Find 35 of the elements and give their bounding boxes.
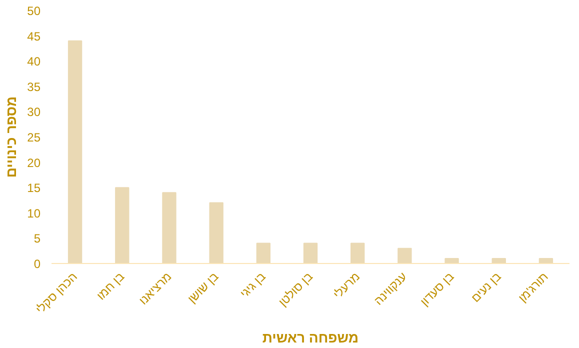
- x-tick-label: מרציאנו: [136, 270, 174, 308]
- y-tick-label: 10: [27, 206, 41, 220]
- x-tick-label: בן חמו: [94, 270, 128, 303]
- bar: [68, 40, 82, 264]
- x-tick-label: מרעלי: [330, 270, 363, 302]
- bar: [444, 258, 459, 264]
- y-tick-label: 30: [27, 105, 41, 120]
- y-tick-label: 15: [27, 181, 41, 196]
- bar: [209, 202, 224, 264]
- bar: [115, 187, 130, 264]
- x-tick-label: בן נעים: [468, 270, 504, 305]
- y-tick-label: 5: [34, 232, 41, 246]
- bar: [162, 192, 176, 264]
- y-tick-label: 50: [27, 4, 41, 18]
- y-tick-label: 40: [27, 54, 41, 69]
- x-tick-label: תורג'מן: [516, 270, 551, 305]
- bar: [492, 258, 506, 264]
- y-tick-label: 25: [27, 130, 41, 144]
- bar: [398, 248, 412, 264]
- y-tick-label: 35: [27, 80, 41, 94]
- y-axis-title: מספר כינויים: [3, 96, 20, 178]
- x-tick-label: בן גיגי: [237, 270, 268, 300]
- y-tick-label: 20: [27, 156, 41, 170]
- bar: [256, 242, 270, 264]
- y-tick-label: 0: [34, 257, 41, 271]
- bar: [303, 242, 318, 264]
- x-tick-label: בן שושן: [184, 270, 222, 306]
- bar: [350, 242, 365, 264]
- x-tick-label: ענקווינה: [371, 270, 410, 308]
- bar: [538, 258, 554, 264]
- x-tick-label: בן סעדון: [418, 270, 457, 309]
- x-tick-label: הכהן סקלי: [33, 270, 80, 316]
- x-tick-label: בן סולטן: [276, 270, 316, 310]
- x-axis-title: משפחה ראשית: [262, 329, 359, 346]
- y-tick-label: 45: [27, 29, 41, 44]
